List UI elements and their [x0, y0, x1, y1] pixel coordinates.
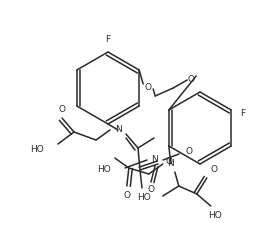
Text: HO: HO — [208, 212, 222, 220]
Text: O: O — [166, 157, 173, 167]
Text: HO: HO — [97, 166, 111, 174]
Text: F: F — [106, 35, 110, 45]
Text: HO: HO — [30, 145, 44, 154]
Text: F: F — [241, 109, 246, 119]
Text: O: O — [59, 106, 66, 114]
Text: N: N — [152, 155, 158, 165]
Text: O: O — [188, 76, 195, 84]
Text: O: O — [123, 191, 130, 200]
Text: N: N — [167, 159, 174, 169]
Text: HO: HO — [137, 194, 151, 202]
Text: O: O — [185, 148, 192, 156]
Text: O: O — [145, 82, 152, 92]
Text: N: N — [115, 125, 122, 135]
Text: O: O — [211, 166, 218, 174]
Text: O: O — [147, 185, 154, 195]
